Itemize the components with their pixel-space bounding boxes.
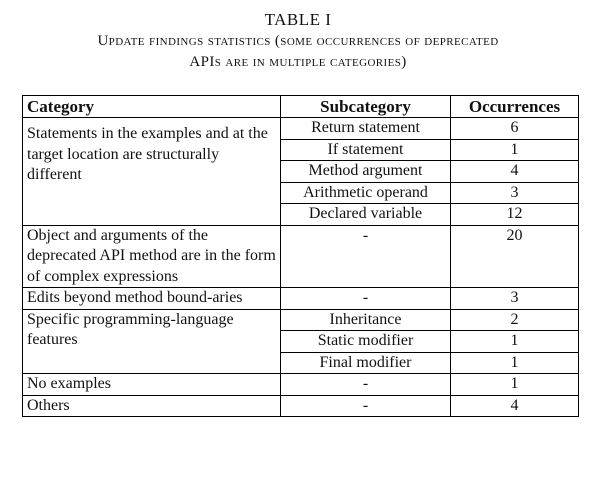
table-row: Declared variable 12: [23, 203, 579, 226]
subcategory-cell: -: [280, 394, 451, 417]
occurrences-cell: 12: [450, 203, 579, 226]
subcategory-cell: -: [280, 373, 451, 396]
occurrences-cell: 1: [450, 330, 579, 353]
occurrences-cell: 4: [450, 160, 579, 183]
occurrences-cell: 3: [450, 287, 579, 310]
subcategory-cell: Arithmetic operand: [280, 181, 451, 204]
subcategory-cell: -: [280, 287, 451, 310]
header-row: Category Subcategory Occurrences: [22, 95, 579, 118]
subcategory-cell: Inheritance: [280, 308, 451, 331]
occurrences-cell: 3: [450, 181, 579, 204]
occurrences-cell: 20: [450, 224, 579, 288]
occurrences-cell: 1: [450, 351, 579, 374]
table-row: Others - 4: [22, 394, 579, 417]
findings-statistics-table: Category Subcategory Occurrences Stateme…: [22, 95, 579, 417]
table-caption-line-2: APIs are in multiple categories): [189, 54, 407, 70]
table-row: Object and arguments of the deprecated A…: [22, 224, 579, 288]
subcategory-cell: Final modifier: [280, 351, 451, 374]
table-row: No examples - 1: [22, 373, 579, 396]
category-cell: No examples: [22, 373, 281, 396]
subcategory-cell: Static modifier: [280, 330, 451, 353]
subcategory-cell: Return statement: [280, 117, 451, 140]
header-subcategory: Subcategory: [280, 95, 451, 118]
subcategory-cell: -: [280, 224, 451, 288]
table-row: Specific programming-language features I…: [22, 308, 579, 374]
subcategory-cell: Declared variable: [280, 203, 451, 226]
table-row: Statements in the examples and at the ta…: [22, 117, 579, 226]
table-caption-line-1: Update findings statistics (some occurre…: [97, 33, 499, 49]
subcategory-cell: If statement: [280, 138, 451, 161]
header-occurrences: Occurrences: [450, 95, 579, 118]
table-row: Edits beyond method bound-aries - 3: [22, 287, 579, 310]
occurrences-cell: 1: [450, 373, 579, 396]
category-cell: Others: [22, 394, 281, 417]
subcategory-cell: Method argument: [280, 160, 451, 183]
category-cell: Specific programming-language features: [22, 308, 281, 374]
occurrences-cell: 4: [450, 394, 579, 417]
occurrences-cell: 2: [450, 308, 579, 331]
category-cell: Object and arguments of the deprecated A…: [22, 224, 281, 288]
table-number: TABLE I: [264, 10, 332, 29]
category-cell: Edits beyond method bound-aries: [22, 287, 281, 310]
category-cell: Statements in the examples and at the ta…: [22, 117, 281, 226]
header-category: Category: [22, 95, 281, 118]
occurrences-cell: 1: [450, 138, 579, 161]
occurrences-cell: 6: [450, 117, 579, 140]
